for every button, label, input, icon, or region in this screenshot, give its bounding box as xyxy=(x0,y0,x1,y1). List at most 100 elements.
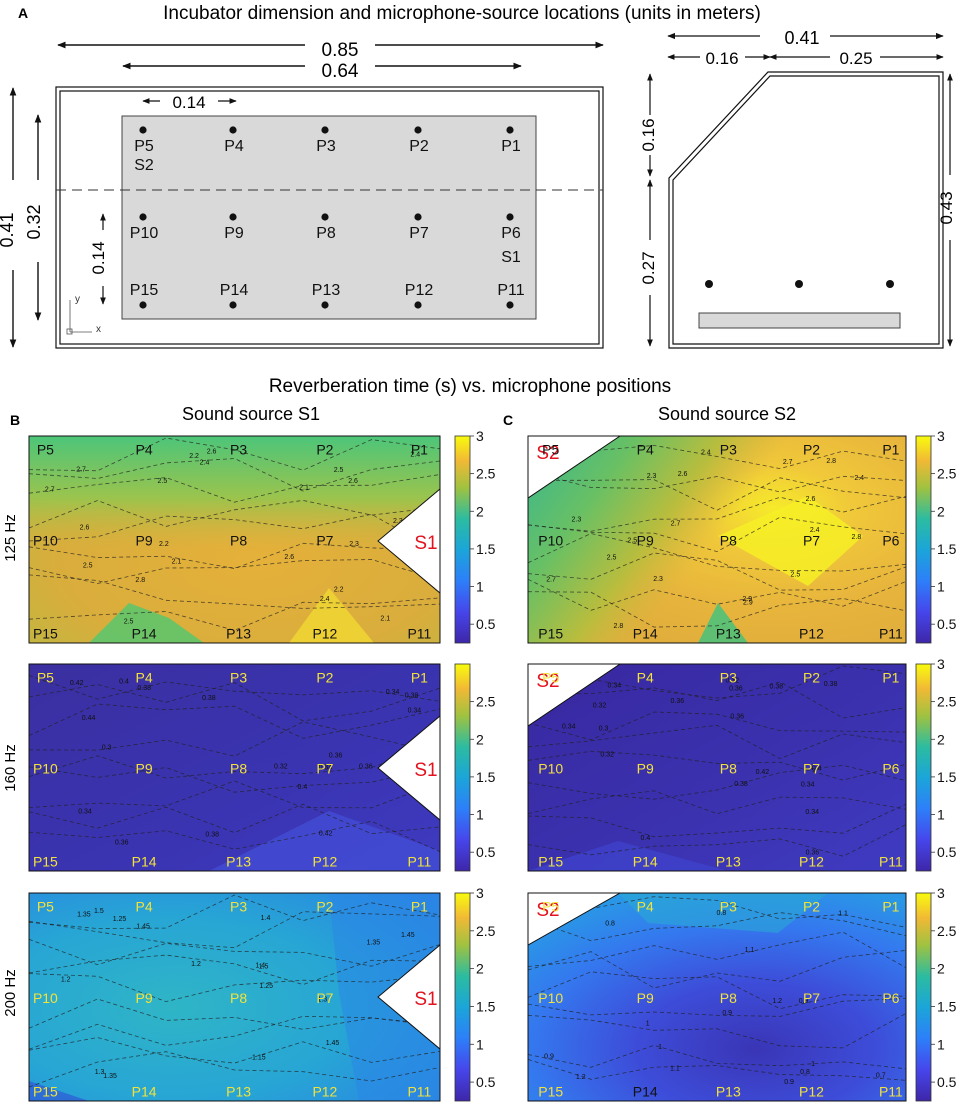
contour-value-label: 0.8 xyxy=(800,1069,810,1076)
panel-letter-a: A xyxy=(18,5,28,21)
panel-a-title: Incubator dimension and microphone-sourc… xyxy=(163,3,761,24)
side-slant-height-label: 0.16 xyxy=(639,118,658,151)
mic-label-p3: P3 xyxy=(316,138,336,155)
contour-value-label: 0.38 xyxy=(824,681,838,688)
contour-value-label: 0.34 xyxy=(562,724,576,731)
heatmap-label-p3: P3 xyxy=(230,669,247,685)
contour-line xyxy=(28,1051,441,1088)
colorbar-tick-label: 1.5 xyxy=(937,999,957,1015)
contour-line xyxy=(28,574,441,609)
contour-value-label: 0.32 xyxy=(274,764,288,771)
contour-line xyxy=(527,1044,907,1070)
mic-point xyxy=(414,213,422,221)
contour-value-label: 2.7 xyxy=(671,520,681,527)
mic-point xyxy=(414,126,422,134)
colorbar-tick-label: 2 xyxy=(476,503,484,519)
colorbar-tick-label: 2 xyxy=(937,503,945,519)
heatmap-label-p7: P7 xyxy=(803,990,820,1006)
contour-value-label: 2.4 xyxy=(410,452,420,459)
colorbar-tick-label: 2 xyxy=(937,961,945,977)
heatmap-label-p4: P4 xyxy=(136,441,153,457)
colorbar-tick-label: 1.5 xyxy=(476,769,496,785)
heatmap-label-p10: P10 xyxy=(33,990,58,1006)
contour-value-label: 0.38 xyxy=(734,781,748,788)
colorbar-tick-label: 0.5 xyxy=(937,844,957,860)
heatmap-label-p8: P8 xyxy=(230,990,247,1006)
contour-value-label: 2.3 xyxy=(653,576,663,583)
mic-point xyxy=(229,126,237,134)
contour-line xyxy=(28,911,441,949)
heatmap-label-p9: P9 xyxy=(136,761,153,777)
contour-line xyxy=(527,790,907,815)
heatmap-label-p14: P14 xyxy=(633,626,658,642)
contour-value-label: 0.36 xyxy=(359,764,373,771)
contour-line xyxy=(28,703,441,739)
source-label-s1: S1 xyxy=(501,249,521,266)
colorbar-tick-label: 1 xyxy=(476,579,484,595)
mic-label-p4: P4 xyxy=(224,138,244,155)
panel-c-subtitle: Sound source S2 xyxy=(658,404,796,424)
heatmap-label-p14: P14 xyxy=(132,854,157,870)
contour-value-label: 1 xyxy=(658,1044,662,1051)
contour-value-label: 2.4 xyxy=(854,475,864,482)
contour-line xyxy=(28,803,441,835)
contour-value-label: 0.38 xyxy=(137,685,151,692)
heatmap-label-p14: P14 xyxy=(132,1084,157,1100)
contour-value-label: 0.4 xyxy=(119,678,129,685)
heatmap-label-p9: P9 xyxy=(136,533,153,549)
contour-value-label: 1.1 xyxy=(670,1066,680,1073)
heatmap-label-p3: P3 xyxy=(720,441,737,457)
colorbar xyxy=(454,435,471,644)
contour-value-label: 0.38 xyxy=(202,695,216,702)
colorbar-tick-label: 3 xyxy=(476,885,484,901)
colorbar-tick-label: 1 xyxy=(937,1036,945,1052)
outer-width-label: 0.85 xyxy=(322,40,359,61)
heatmap-label-p1: P1 xyxy=(411,441,428,457)
heatmap-c160: 0.340.320.30.360.340.320.360.380.40.340.… xyxy=(527,656,957,872)
mic-label-p14: P14 xyxy=(220,282,249,299)
contour-value-label: 0.34 xyxy=(607,683,621,690)
colorbar-tick-label: 1.5 xyxy=(476,999,496,1015)
colorbar-tick-label: 0.5 xyxy=(476,844,496,860)
mic-point xyxy=(139,213,147,221)
contour-value-label: 1.1 xyxy=(745,947,755,954)
heatmap-label-p6: P6 xyxy=(882,533,899,549)
contour-line xyxy=(28,1037,441,1064)
heatmap-label-p5: P5 xyxy=(542,669,559,685)
mic-point xyxy=(139,126,147,134)
heatmap-label-p3: P3 xyxy=(720,669,737,685)
side-mic-point xyxy=(705,280,713,288)
heatmap-frame xyxy=(28,435,441,644)
contour-value-label: 1.5 xyxy=(259,963,269,970)
side-lower-height-label: 0.27 xyxy=(639,251,658,284)
heatmap-label-p13: P13 xyxy=(226,854,251,870)
contour-value-label: 2.6 xyxy=(284,554,294,561)
heatmap-label-p10: P10 xyxy=(538,761,563,777)
mic-label-p6: P6 xyxy=(501,225,521,242)
contour-value-label: 1.1 xyxy=(838,911,848,918)
low-region xyxy=(89,603,204,643)
heatmap-field xyxy=(528,664,906,871)
colorbar-tick-label: 0.5 xyxy=(937,616,957,632)
contour-value-label: 0.3 xyxy=(102,745,112,752)
contour-value-label: 0.4 xyxy=(812,765,822,772)
mic-point xyxy=(229,213,237,221)
mic-label-p9: P9 xyxy=(224,225,244,242)
contour-value-label: 1.4 xyxy=(261,915,271,922)
heatmap-label-p12: P12 xyxy=(312,626,337,642)
contour-line xyxy=(527,470,907,493)
heatmap-label-p7: P7 xyxy=(316,990,333,1006)
contour-line xyxy=(28,597,441,631)
contour-value-label: 1.2 xyxy=(191,961,201,968)
heatmap-b160: 0.3 0.34 0.34 0.32 0.34 0.34 0.36 0.38 0.38 0.4 0.… xyxy=(28,663,496,872)
contour-value-label: 2.7 xyxy=(76,466,86,473)
colorbar-tick-label: 0.5 xyxy=(476,1074,496,1090)
heatmap-label-p4: P4 xyxy=(136,899,153,915)
heatmap-field-overlay xyxy=(29,436,440,643)
heatmap-frame xyxy=(527,892,907,1102)
colorbar-tick-label: 2.5 xyxy=(937,694,957,710)
contour-value-label: 2.9 xyxy=(742,596,752,603)
incubator-side-view: 0.41 0.16 0.25 0.16 0.27 0.43 xyxy=(639,28,956,349)
contour-value-label: 0.36 xyxy=(115,840,129,847)
